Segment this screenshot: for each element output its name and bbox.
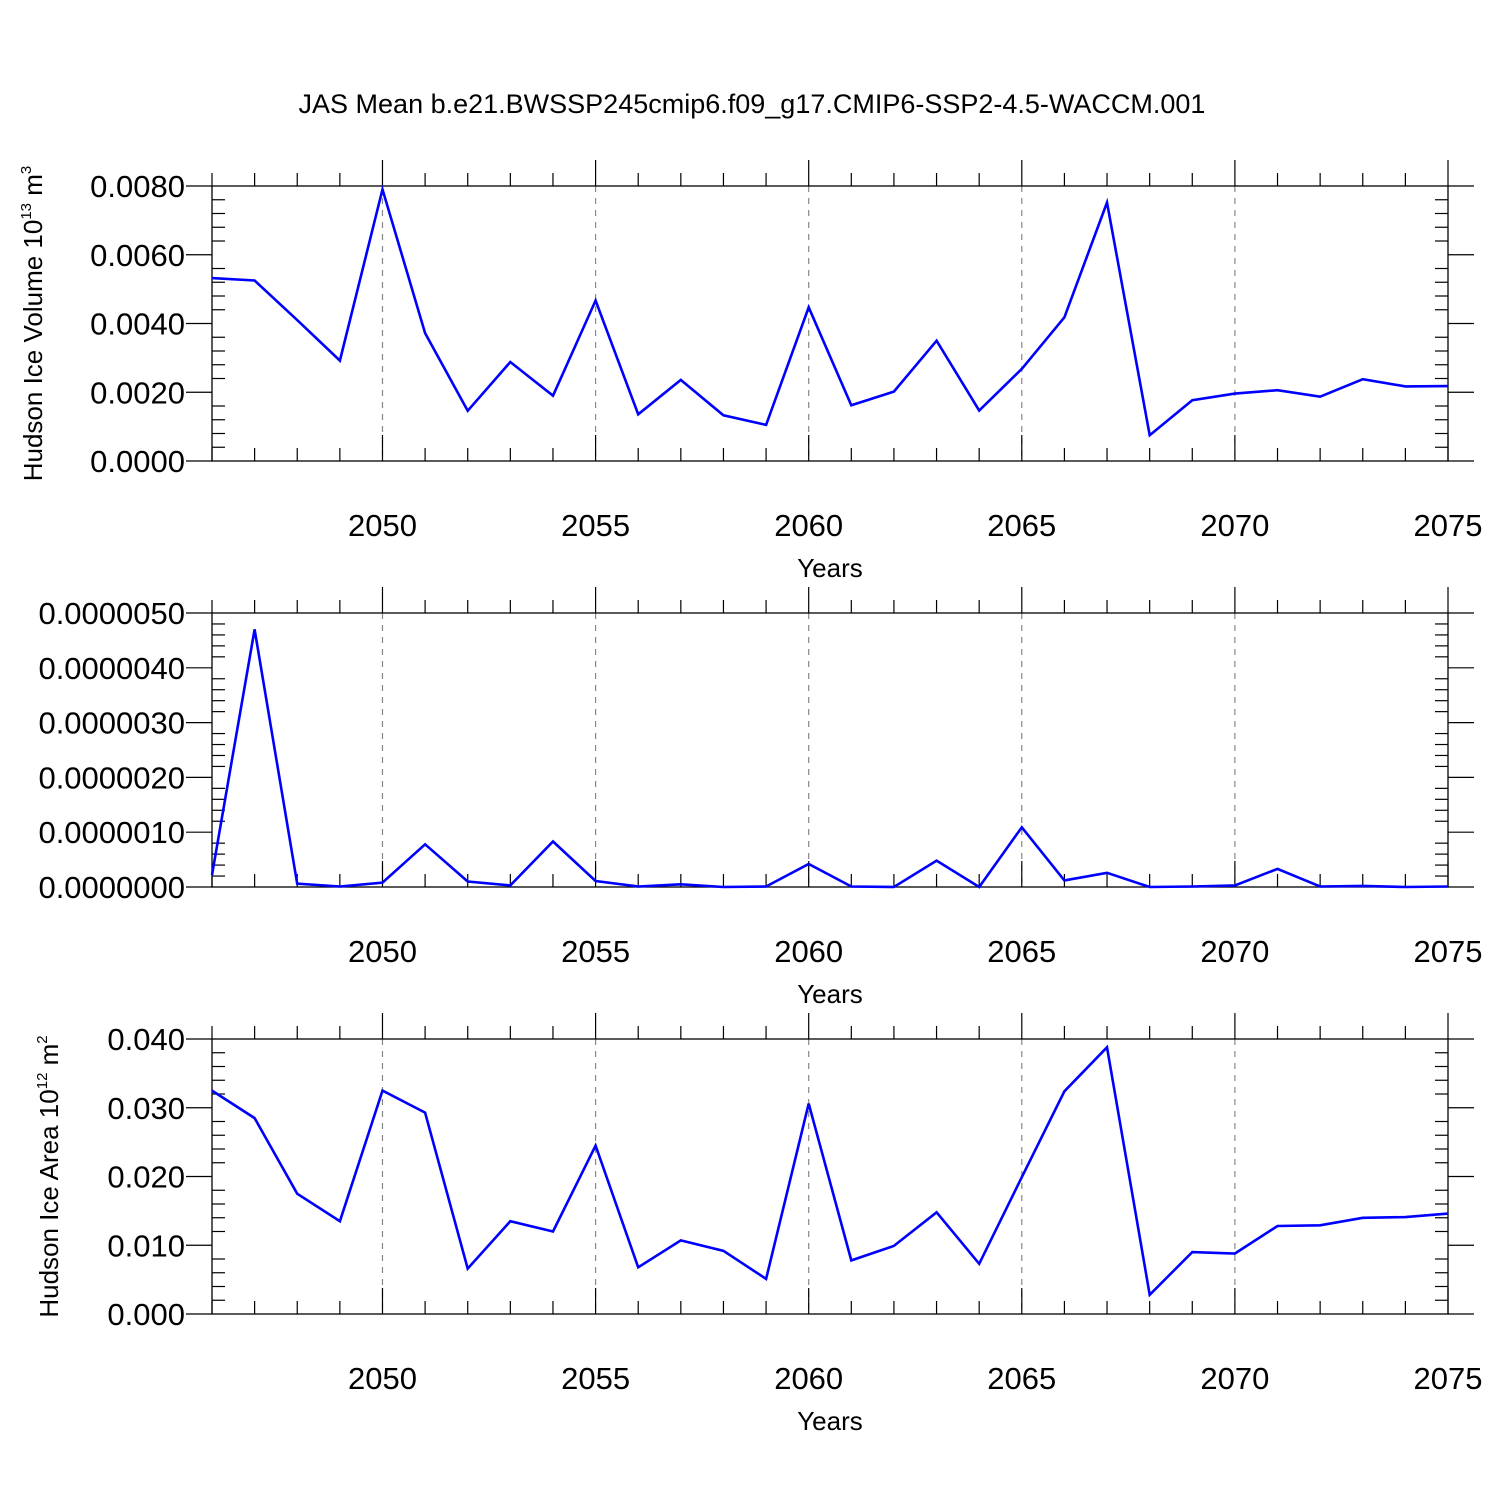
x-tick-label: 2065 xyxy=(987,934,1056,969)
panel-3: 0.000 0.010 0.020 0.030 0.040 2050 2055 2060 206… xyxy=(34,1013,1482,1436)
y-tick-label: 0.030 xyxy=(107,1091,185,1126)
y-tick-label: 0.0020 xyxy=(90,375,185,410)
x-tick-label: 2055 xyxy=(561,934,630,969)
x-tick-label: 2075 xyxy=(1414,1361,1483,1396)
x-tick-label: 2065 xyxy=(987,1361,1056,1396)
plot-frame xyxy=(211,1038,1449,1315)
y-axis-label: Hudson Ice Volume 1013 m3 xyxy=(18,166,48,482)
y-axis-label: Hudson Ice Area 1012 m2 xyxy=(34,1035,64,1317)
series-line xyxy=(211,1044,1449,1298)
x-tick-label: 2075 xyxy=(1414,934,1483,969)
y-tick-label: 0.0000040 xyxy=(38,651,185,686)
y-tick-label: 0.0080 xyxy=(90,169,185,204)
series-line xyxy=(211,184,1449,438)
x-axis-label: Years xyxy=(797,1406,863,1436)
x-tick-label: 2050 xyxy=(348,1361,417,1396)
y-tick-label: 0.0060 xyxy=(90,238,185,273)
x-tick-label: 2070 xyxy=(1200,508,1269,543)
y-tick-label: 0.0000050 xyxy=(38,596,185,631)
x-tick-label: 2070 xyxy=(1200,1361,1269,1396)
y-tick-label: 0.0000 xyxy=(90,444,185,479)
x-tick-label: 2055 xyxy=(561,1361,630,1396)
x-tick-label: 2055 xyxy=(561,508,630,543)
y-tick-label: 0.020 xyxy=(107,1160,185,1195)
y-tick-label: 0.000 xyxy=(107,1297,185,1332)
y-tick-label: 0.0040 xyxy=(90,307,185,342)
y-tick-label: 0.0000010 xyxy=(38,815,185,850)
series-line xyxy=(210,629,1449,889)
panels: 0.0000 0.0020 0.0040 0.0060 0.0080 2050 2055 20… xyxy=(18,160,1482,1436)
y-tick-label: 0.0000000 xyxy=(38,870,185,905)
x-tick-label: 2070 xyxy=(1200,934,1269,969)
plot-frame xyxy=(211,612,1449,888)
x-tick-label: 2050 xyxy=(348,508,417,543)
x-axis-label: Years xyxy=(797,553,863,583)
x-tick-label: 2060 xyxy=(774,508,843,543)
panel-2: 0.0000000 0.0000010 0.0000020 0.0000030 0.00… xyxy=(38,587,1482,1009)
x-tick-label: 2060 xyxy=(774,1361,843,1396)
plot-frame xyxy=(211,185,1449,462)
y-tick-label: 0.010 xyxy=(107,1228,185,1263)
x-tick-label: 2060 xyxy=(774,934,843,969)
panel-1: 0.0000 0.0020 0.0040 0.0060 0.0080 2050 2055 20… xyxy=(18,160,1482,583)
x-tick-label: 2050 xyxy=(348,934,417,969)
x-tick-label: 2075 xyxy=(1414,508,1483,543)
x-axis-label: Years xyxy=(797,979,863,1009)
y-tick-label: 0.0000020 xyxy=(38,760,185,795)
chart-title: JAS Mean b.e21.BWSSP245cmip6.f09_g17.CMI… xyxy=(299,89,1206,119)
y-tick-label: 0.040 xyxy=(107,1022,185,1057)
y-tick-label: 0.0000030 xyxy=(38,706,185,741)
x-tick-label: 2065 xyxy=(987,508,1056,543)
